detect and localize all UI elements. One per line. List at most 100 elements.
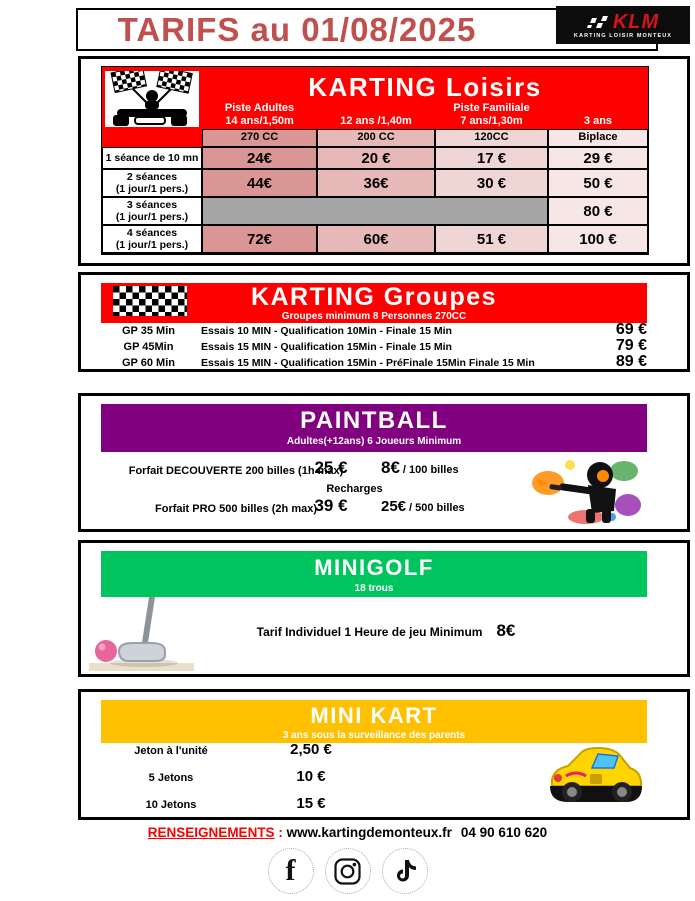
logo-name: KLM	[612, 10, 660, 33]
row-label-line2: (1 jour/1 pers.)	[115, 183, 189, 195]
row-label-3-seances: 3 séances (1 jour/1 pers.)	[102, 197, 202, 225]
gp-description: Essais 15 MIN - Qualification 15Min - Pr…	[201, 357, 535, 369]
mk-price: 10 €	[296, 768, 326, 785]
footer-contact-line: RENSEIGNEMENTS : www.kartingdemonteux.fr…	[0, 825, 695, 840]
engine-header-biplace: Biplace	[548, 129, 648, 147]
facebook-icon: f	[285, 854, 296, 887]
price-cell: 20 €	[317, 147, 435, 169]
column-age: 12 ans /1,40m	[340, 115, 412, 127]
klm-logo-top: KLM	[586, 10, 660, 33]
table-row: 10 Jetons 15 €	[81, 795, 441, 822]
table-row: GP 45Min Essais 15 MIN - Qualification 1…	[101, 337, 647, 354]
paintball-player-image	[532, 460, 641, 524]
row-label-4-seances: 4 séances (1 jour/1 pers.)	[102, 225, 202, 253]
column-group: Piste Familiale	[453, 102, 530, 114]
price-cell: 44€	[202, 169, 317, 197]
gp-name: GP 35 Min	[122, 325, 175, 337]
column-age: 7 ans/1,30m	[460, 115, 523, 127]
social-links: f	[0, 848, 695, 894]
column-header-3ans: 3 ans	[548, 101, 648, 129]
column-age: 14 ans/1,50m	[225, 115, 294, 127]
paintball-recharge: 25€/ 500 billes	[381, 498, 465, 516]
gp-name: GP 60 Min	[122, 357, 175, 369]
karting-loisirs-title: KARTING Loisirs	[308, 72, 542, 102]
section-paintball: PAINTBALL Adultes(+12ans) 6 Joueurs Mini…	[78, 393, 690, 532]
recharge-unit: / 500 billes	[409, 502, 465, 514]
section-karting-loisirs: KARTING Loisirs Piste Adultes 14 ans/1,5…	[78, 56, 690, 266]
price-cell: 50 €	[548, 169, 648, 197]
price-cell: 36€	[317, 169, 435, 197]
mini-kart-title: MINI KART	[310, 703, 438, 728]
row-label-line1: 4 séances	[126, 227, 178, 239]
table-row: Jeton à l'unité 2,50 €	[81, 741, 441, 768]
engine-header-120cc: 120CC	[435, 129, 548, 147]
tiktok-button[interactable]	[381, 848, 428, 894]
section-karting-groupes: KARTING Groupes Groupes minimum 8 Person…	[78, 272, 690, 372]
paintball-banner: PAINTBALL Adultes(+12ans) 6 Joueurs Mini…	[101, 404, 647, 452]
minigolf-title: MINIGOLF	[314, 555, 434, 580]
website-link[interactable]: www.kartingdemonteux.fr	[286, 825, 452, 840]
column-header-12ans: 12 ans /1,40m	[317, 101, 435, 129]
minigolf-price: 8€	[496, 621, 516, 640]
gp-price: 79 €	[615, 337, 647, 354]
price-cell: 51 €	[435, 225, 548, 253]
minigolf-subtitle: 18 trous	[354, 583, 394, 594]
mk-price: 2,50 €	[290, 741, 332, 758]
gp-name: GP 45Min	[123, 341, 174, 353]
mk-price: 15 €	[296, 795, 326, 812]
price-cell: 80 €	[548, 197, 648, 225]
row-label-line1: 1 séance de 10 mn	[105, 152, 199, 164]
gp-description: Essais 10 MIN - Qualification 10Min - Fi…	[201, 325, 452, 337]
karting-groupes-rows: GP 35 Min Essais 10 MIN - Qualification …	[101, 322, 647, 371]
row-label-line2: (1 jour/1 pers.)	[115, 211, 189, 223]
mk-label: 10 Jetons	[145, 799, 197, 811]
price-cell: 29 €	[548, 147, 648, 169]
minigolf-row: Tarif Individuel 1 Heure de jeu Minimum …	[181, 621, 591, 641]
price-cell: 30 €	[435, 169, 548, 197]
engine-header-200cc: 200 CC	[317, 129, 435, 147]
kart-illustration	[102, 65, 202, 129]
row-label-line2: (1 jour/1 pers.)	[115, 239, 189, 251]
phone-number: 04 90 610 620	[460, 825, 548, 840]
renseignements-label: RENSEIGNEMENTS	[147, 825, 275, 840]
mk-label: 5 Jetons	[148, 772, 194, 784]
row-label-1-seance: 1 séance de 10 mn	[102, 147, 202, 169]
engine-header-270cc: 270 CC	[202, 129, 317, 147]
row-label-line1: 3 séances	[126, 199, 178, 211]
price-cell: 72€	[202, 225, 317, 253]
recharge-price: 8€	[381, 458, 400, 477]
facebook-button[interactable]: f	[267, 848, 314, 894]
klm-logo: KLM KARTING LOISIR MONTEUX	[556, 6, 690, 44]
section-minigolf: MINIGOLF 18 trous Tarif Individuel 1 Heu…	[78, 540, 690, 677]
price-cell: 24€	[202, 147, 317, 169]
section-mini-kart: MINI KART 3 ans sous la surveillance des…	[78, 689, 690, 820]
gp-price: 89 €	[615, 353, 647, 370]
minigolf-tarif-label: Tarif Individuel 1 Heure de jeu Minimum	[256, 625, 483, 639]
instagram-icon	[334, 857, 361, 885]
recharges-label: Recharges	[326, 483, 383, 495]
recharge-unit: / 100 billes	[402, 464, 459, 476]
row-label-2-seances: 2 séances (1 jour/1 pers.)	[102, 169, 202, 197]
kart-flags-icon	[110, 65, 193, 126]
table-row: GP 35 Min Essais 10 MIN - Qualification …	[101, 322, 647, 338]
logo-subtitle: KARTING LOISIR MONTEUX	[573, 32, 673, 39]
price-cell: 17 €	[435, 147, 548, 169]
paintball-forfait-decouverte: Forfait DECOUVERTE 200 billes (1h max)	[128, 465, 344, 477]
paintball-title: PAINTBALL	[300, 407, 448, 434]
table-row: GP 60 Min Essais 15 MIN - Qualification …	[101, 353, 647, 370]
column-age: 3 ans	[583, 115, 613, 127]
instagram-button[interactable]	[324, 848, 371, 894]
tiktok-icon	[396, 860, 416, 882]
mini-kart-banner: MINI KART 3 ans sous la surveillance des…	[101, 700, 647, 743]
karting-groupes-banner: KARTING Groupes Groupes minimum 8 Person…	[101, 283, 647, 323]
column-header-familiale: Piste Familiale 7 ans/1,30m	[435, 101, 548, 129]
paintball-recharge: 8€/ 100 billes	[381, 458, 459, 478]
table-row: 5 Jetons 10 €	[81, 768, 441, 795]
price-cell: 100 €	[548, 225, 648, 253]
mini-kart-rows: Jeton à l'unité 2,50 € 5 Jetons 10 € 10 …	[81, 741, 441, 822]
column-group: Piste Adultes	[224, 102, 295, 114]
paintball-price: 39 €	[314, 496, 348, 515]
mini-kart-car-image	[550, 746, 643, 802]
karting-loisirs-table: KARTING Loisirs Piste Adultes 14 ans/1,5…	[101, 65, 649, 255]
column-header-adultes: Piste Adultes 14 ans/1,50m	[202, 101, 317, 129]
